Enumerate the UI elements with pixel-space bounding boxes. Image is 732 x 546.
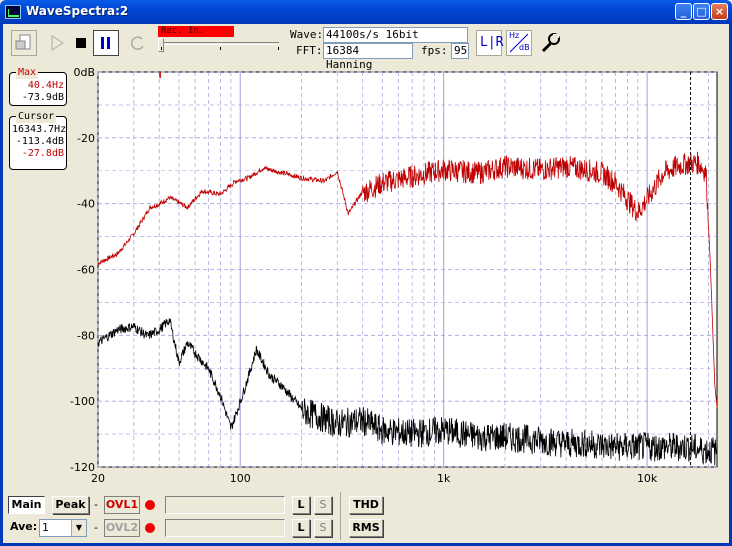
ave-label: Ave: [10,520,38,533]
hz-label: Hz [509,31,520,40]
divider [340,492,341,540]
average-select[interactable]: 1 ▼ [39,519,87,537]
record-dot-icon [145,500,155,510]
thd-button[interactable]: THD [349,496,383,514]
pause-button[interactable] [93,30,119,56]
minimize-button[interactable]: _ [675,3,692,20]
max-freq: 40.4Hz [27,80,64,91]
spectrum-line-black [97,318,718,466]
fps-value: 95 [451,43,469,59]
cursor-level-red: -27.8dB [21,148,64,159]
slider-tick [220,47,221,50]
cursor-freq: 16343.7Hz [12,124,67,135]
stop-icon [76,38,86,48]
wave-format-value: 44100s/s 16bit Stereo [323,27,468,55]
slider-tick [161,47,162,50]
s-button-2[interactable]: S [314,519,332,537]
x-tick-label: 10k [637,472,658,485]
l-button-1[interactable]: L [292,496,310,514]
average-select-value: 1 [42,521,49,534]
wrench-icon [541,33,560,53]
rms-button[interactable]: RMS [349,519,383,537]
cursor-header: Cursor [16,111,57,123]
cursor-level-black: -113.4dB [15,136,64,147]
record-dot-icon [145,523,155,533]
max-readout: Max 40.4Hz -73.9dB [9,67,67,106]
record-loop-button[interactable] [125,30,151,56]
slider-tick [278,47,279,50]
y-tick-label: -120 [70,461,95,474]
y-tick-label: -20 [77,132,95,145]
spectrum-line-red [97,151,718,409]
input-level-slider-thumb[interactable] [158,38,164,52]
open-file-button[interactable] [11,30,37,56]
window-title: WaveSpectra:2 [26,4,129,18]
s-button-1[interactable]: S [314,496,332,514]
wave-label: Wave: [290,28,324,41]
ovl2-indicator: OVL2 [104,519,140,537]
fft-label: FFT: [296,44,323,57]
play-button[interactable] [45,30,69,56]
ovl1-indicator: OVL1 [104,496,140,514]
y-tick-label: -80 [77,329,95,342]
app-icon [5,5,21,19]
y-tick-label: 0dB [73,66,95,79]
db-label: dB [519,43,530,52]
dash-separator: - [94,521,98,534]
play-icon [51,35,64,51]
file-icon [15,34,31,50]
pause-icon [101,37,110,49]
maximize-button[interactable]: □ [693,3,710,20]
y-tick-label: -40 [77,198,95,211]
dash-separator: - [94,498,98,511]
lr-label: L|R [480,35,504,50]
y-tick-label: -100 [70,395,95,408]
fft-value: 16384 Hanning [323,43,413,71]
rec-in-label: Rec. In. [158,26,234,37]
level-meter-2 [165,519,285,537]
chevron-down-icon[interactable]: ▼ [71,520,86,536]
y-axis-labels: 0dB -20 -40 -60 -80 -100 -120 [70,66,95,474]
l-button-2[interactable]: L [292,519,310,537]
hz-db-icon [509,33,529,53]
spectrum-chart[interactable]: 0dB -20 -40 -60 -80 -100 -120 20 100 1k 10k [3,64,729,488]
stop-button[interactable] [69,30,93,56]
close-button[interactable]: × [711,3,728,20]
bottom-panel: Main Peak Ave: 1 ▼ - - OVL1 OVL2 L S L S… [3,490,729,543]
max-header: Max [16,67,39,79]
x-tick-label: 100 [230,472,251,485]
grid-lines [97,71,717,468]
x-tick-label: 20 [91,472,105,485]
loop-icon [130,36,144,50]
channel-lr-button[interactable]: L|R [476,30,504,56]
toolbar: Rec. In. Wave: 44100s/s 16bit Stereo FFT… [3,24,729,71]
settings-button[interactable] [537,30,563,56]
title-bar: WaveSpectra:2 _ □ × [0,0,732,24]
y-tick-label: -60 [77,264,95,277]
scale-settings-button[interactable]: Hz dB [506,30,532,56]
spectrum-plot-area[interactable]: 0dB -20 -40 -60 -80 -100 -120 20 100 1k 10k [3,64,729,488]
window-frame [0,24,732,546]
x-axis-labels: 20 100 1k 10k [91,472,658,485]
input-level-slider[interactable] [161,42,279,45]
level-meter-1 [165,496,285,514]
cursor-readout: Cursor 16343.7Hz -113.4dB -27.8dB [9,111,67,170]
max-level: -73.9dB [21,92,64,103]
fps-label: fps: [421,44,448,57]
main-button[interactable]: Main [8,496,45,514]
peak-button[interactable]: Peak [52,496,89,514]
x-tick-label: 1k [437,472,451,485]
spectrum-series [97,151,718,466]
